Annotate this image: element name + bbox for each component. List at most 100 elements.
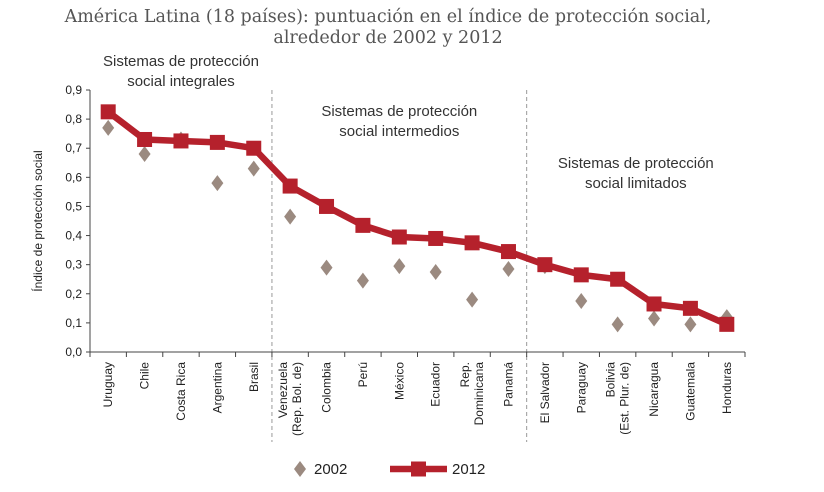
- series-2012-point: [355, 217, 371, 233]
- x-category-label-line: Honduras: [720, 362, 734, 414]
- series-2002-point: [575, 293, 588, 310]
- group-label: social intermedios: [339, 123, 459, 140]
- chart-title: América Latina (18 países): puntuación e…: [64, 7, 712, 48]
- y-tick-label: 0,5: [65, 199, 82, 213]
- chart-title-line: alrededor de 2002 y 2012: [273, 28, 502, 48]
- x-category-label-line: Costa Rica: [174, 362, 188, 421]
- series-2012-point: [610, 271, 626, 287]
- group-label: Sistemas de protección: [321, 103, 477, 120]
- x-category-label: México: [392, 362, 406, 400]
- x-category-label-line: (Rep. Bol. de): [290, 362, 304, 436]
- legend: 2002 2012: [294, 461, 485, 478]
- y-tick-label: 0,3: [65, 258, 82, 272]
- group-annotations: Sistemas de protección social integrales S…: [103, 53, 714, 442]
- x-category-label-line: El Salvador: [538, 362, 552, 423]
- x-category-label: Chile: [138, 362, 152, 390]
- series-2012-point: [573, 267, 589, 283]
- x-category-label: Argentina: [210, 362, 224, 414]
- x-category-label-line: Nicaragua: [647, 362, 661, 417]
- x-category-label-line: Paraguay: [574, 362, 588, 413]
- series-2012-point: [246, 140, 262, 156]
- y-tick-label: 0,8: [65, 112, 82, 126]
- series-2012-point: [173, 133, 189, 149]
- y-tick-label: 0,6: [65, 170, 82, 184]
- x-category-label: Perú: [356, 362, 370, 387]
- legend-2012-label: 2012: [452, 461, 485, 478]
- series-2012-point: [319, 198, 335, 214]
- x-category-label: Ecuador: [429, 362, 443, 407]
- series-2002-point: [320, 259, 333, 276]
- series-2002-point: [466, 291, 479, 308]
- series-2002-point: [684, 316, 697, 333]
- x-category-label-line: Chile: [138, 362, 152, 390]
- series-2012-point: [137, 131, 153, 147]
- axes: 0,0 0,1 0,2 0,3 0,4 0,5 0,6 0,7 0,8 0,9 Índice de …: [30, 83, 746, 436]
- series-2002-point: [211, 175, 224, 192]
- y-tick-label: 0,1: [65, 316, 82, 330]
- x-category-label-line: Dominicana: [472, 362, 486, 426]
- series-2002-point: [611, 316, 624, 333]
- series-2002-point: [138, 146, 151, 163]
- series-2012-point: [537, 257, 553, 273]
- x-category-label-line: Venezuela: [276, 362, 290, 418]
- x-category-label: Colombia: [320, 362, 334, 413]
- y-tick-label: 0,7: [65, 141, 82, 155]
- x-category-label: Panamá: [501, 362, 515, 407]
- x-category-label: Rep. Dominicana: [458, 362, 486, 426]
- series-2012-point: [100, 104, 116, 120]
- series-2002-point: [648, 310, 661, 327]
- x-category-label-line: Ecuador: [429, 362, 443, 407]
- x-category-label-line: Argentina: [210, 362, 224, 414]
- group-label: social limitados: [585, 175, 687, 192]
- y-tick-label: 0,4: [65, 229, 82, 243]
- series-2002-point: [102, 119, 115, 136]
- series-2002-point: [356, 272, 369, 289]
- legend-2002-marker: [294, 461, 306, 477]
- legend-2002-label: 2002: [314, 461, 347, 478]
- series-2002-point: [284, 208, 297, 225]
- x-category-label: Costa Rica: [174, 362, 188, 421]
- x-category-label: Guatemala: [683, 362, 697, 421]
- series-2012-point: [500, 244, 516, 260]
- x-category-label-line: (Est. Plur. de): [618, 362, 632, 435]
- series-2012-point: [209, 134, 225, 150]
- x-category-label: Bolivia (Est. Plur. de): [604, 362, 632, 435]
- series-2012-point: [464, 235, 480, 251]
- series-2002-point: [393, 258, 406, 275]
- group-label: Sistemas de protección: [558, 155, 714, 172]
- x-category-label-line: Guatemala: [683, 362, 697, 421]
- series-2012-point: [391, 229, 407, 245]
- x-category-label-line: Bolivia: [604, 362, 618, 398]
- series-2012-line: [106, 109, 729, 328]
- group-label: social integrales: [127, 73, 235, 90]
- series-2012-point: [719, 316, 735, 332]
- y-tick-label: 0,9: [65, 83, 82, 97]
- group-label: Sistemas de protección: [103, 53, 259, 70]
- x-category-label: Brasil: [247, 362, 261, 392]
- series-2002-point: [502, 261, 515, 278]
- series-2012-point: [646, 296, 662, 312]
- series-layer: [100, 104, 735, 333]
- x-category-label: Uruguay: [101, 362, 115, 407]
- series-2012-point: [428, 230, 444, 246]
- x-category-label-line: Brasil: [247, 362, 261, 392]
- x-category-label-line: Rep.: [458, 362, 472, 387]
- chart-title-line: América Latina (18 países): puntuación e…: [64, 7, 712, 27]
- x-category-label: Honduras: [720, 362, 734, 414]
- series-2002-point: [247, 160, 260, 177]
- x-category-label-line: Colombia: [320, 362, 334, 413]
- series-2012-point: [282, 178, 298, 194]
- y-tick-label: 0,2: [65, 287, 82, 301]
- x-category-label: El Salvador: [538, 362, 552, 423]
- x-category-label: Venezuela (Rep. Bol. de): [276, 362, 304, 436]
- x-category-label: Paraguay: [574, 362, 588, 413]
- x-category-label-line: Uruguay: [101, 362, 115, 407]
- x-category-label: Nicaragua: [647, 362, 661, 417]
- x-category-label-line: Perú: [356, 362, 370, 387]
- x-category-label-line: Panamá: [501, 362, 515, 407]
- y-axis-label: Índice de protección social: [30, 150, 45, 291]
- y-tick-label: 0,0: [65, 345, 82, 359]
- legend-2012-marker: [411, 461, 426, 477]
- series-2012-point: [682, 300, 698, 316]
